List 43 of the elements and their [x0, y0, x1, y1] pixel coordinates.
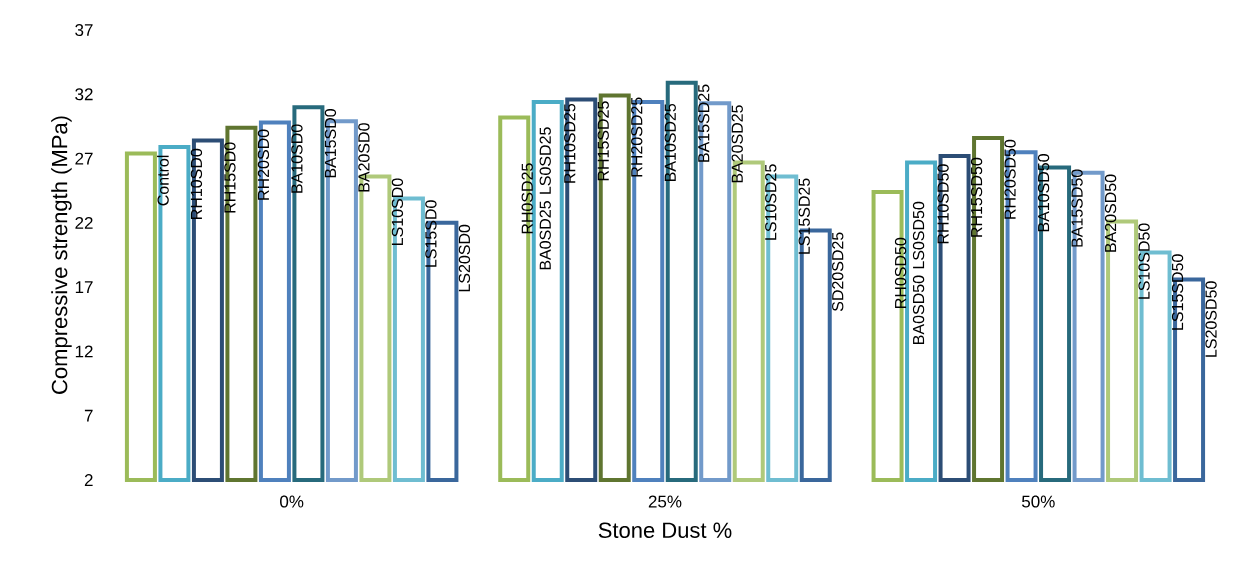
data-label: BA20SD50	[1104, 174, 1117, 252]
x-tick-label: 25%	[648, 495, 682, 508]
x-tick-label: 0%	[280, 495, 304, 508]
data-label: LS10SD0	[391, 178, 404, 245]
data-label: LS20SD50	[1205, 281, 1217, 357]
data-label: LS15SD25	[798, 178, 810, 254]
data-label: RH10SD25	[564, 103, 576, 183]
data-label: RH10SD0	[190, 148, 203, 219]
data-label: BA20SD0	[358, 123, 370, 192]
data-label: BA15SD0	[324, 108, 337, 178]
data-label: BA10SD50	[1037, 153, 1050, 232]
y-tick-label: 2	[84, 474, 93, 486]
data-label: LS20SD0	[458, 224, 471, 292]
y-tick-label: 37	[75, 23, 93, 37]
data-label: LS10SD50	[1138, 223, 1150, 299]
data-label: LS15SD0	[425, 200, 437, 267]
data-label: BA10SD25	[664, 103, 676, 182]
data-label: BA15SD25	[698, 84, 710, 162]
data-label: BA15SD50	[1071, 169, 1083, 247]
data-label: Control	[157, 155, 169, 206]
data-label: RH0SD50 BA0SD50 LS0SD50	[894, 201, 925, 344]
data-label: RH15SD25	[597, 101, 609, 181]
data-label: BA20SD25	[731, 105, 743, 183]
data-label: LS10SD25	[765, 164, 777, 240]
y-tick-label: 27	[75, 152, 93, 165]
x-tick-label: 50%	[1021, 495, 1055, 508]
data-label: LS15SD50	[1171, 254, 1184, 330]
data-label: RH20SD0	[257, 129, 270, 200]
y-axis-title: Compressive strength (MPa)	[51, 116, 72, 394]
y-tick-label: 12	[75, 345, 93, 358]
data-label: BA10SD0	[291, 124, 303, 193]
data-label: RH15SD0	[224, 142, 236, 213]
y-tick-label: 32	[75, 88, 93, 101]
y-tick-label: 17	[75, 281, 93, 293]
data-label: SD20SD25	[832, 232, 844, 312]
y-tick-label: 22	[75, 216, 93, 229]
data-label: RH15SD50	[970, 157, 983, 237]
data-label: RH10SD50	[937, 164, 949, 244]
data-label: RH20SD25	[631, 97, 643, 177]
x-axis-title: Stone Dust %	[598, 522, 732, 539]
data-label: RH20SD50	[1004, 139, 1016, 219]
data-label: RH0SD25 BA0SD25 LS0SD25	[521, 127, 551, 270]
y-tick-label: 7	[84, 409, 93, 422]
